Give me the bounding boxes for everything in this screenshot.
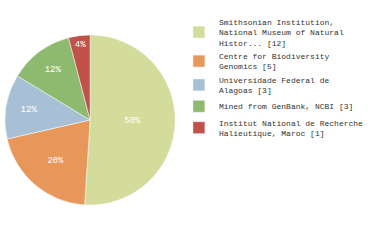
svg-text:Universidade Federal deAlagoas: Universidade Federal deAlagoas [3] [219, 76, 330, 95]
svg-text:4%: 4% [75, 40, 86, 50]
svg-text:Institut National de Recherche: Institut National de RechercheHalieutiqu… [219, 119, 363, 138]
svg-text:12%: 12% [45, 65, 62, 75]
svg-text:Centre for BiodiversityGenomic: Centre for BiodiversityGenomics [5] [219, 52, 330, 71]
svg-text:Smithsonian Institution,Nation: Smithsonian Institution,National Museum … [219, 18, 344, 48]
svg-text:20%: 20% [47, 156, 64, 166]
svg-text:12%: 12% [21, 105, 38, 115]
svg-text:Mined from GenBank, NCBI [3]: Mined from GenBank, NCBI [3] [219, 102, 353, 111]
svg-text:50%: 50% [124, 116, 141, 126]
